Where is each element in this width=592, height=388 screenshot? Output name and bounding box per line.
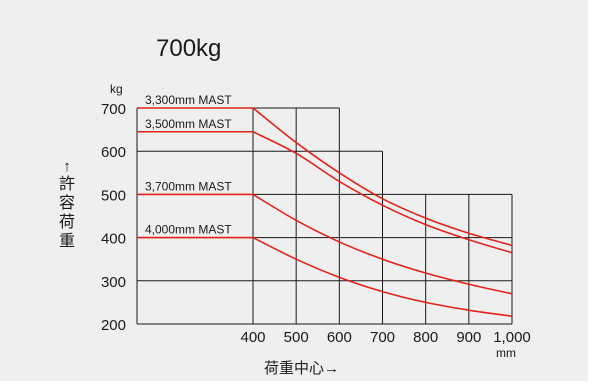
x-tick-label-800: 800 <box>413 329 438 346</box>
y-axis-label-char-2: 容 <box>59 194 75 212</box>
y-tick-label-600: 600 <box>101 144 126 161</box>
series-label-3-700mm-mast: 3,700mm MAST <box>145 179 232 193</box>
series-line-3-500mm-mast <box>137 130 513 254</box>
y-tick-label-300: 300 <box>101 274 126 291</box>
series-label-3-300mm-mast: 3,300mm MAST <box>145 93 232 107</box>
series-lines <box>137 107 513 318</box>
x-axis-label: 荷重中心→ <box>264 360 339 377</box>
y-tick-label-200: 200 <box>101 317 126 334</box>
y-axis-label-char-1: 許 <box>59 175 75 193</box>
x-unit-label: mm <box>496 346 516 360</box>
series-label-4-000mm-mast: 4,000mm MAST <box>145 223 232 237</box>
x-tick-label-900: 900 <box>456 329 481 346</box>
series-line-4-000mm-mast <box>137 236 513 318</box>
chart-panel: 700kg kg mm 荷重中心→ ↑ 許容荷重 200 300 400 500 600… <box>0 0 588 381</box>
series-label-3-500mm-mast: 3,500mm MAST <box>145 117 232 131</box>
x-tick-label-1000: 1,000 <box>493 329 531 346</box>
series-line-3-700mm-mast <box>137 193 513 295</box>
x-tick-label-700: 700 <box>370 329 395 346</box>
grid <box>136 107 513 325</box>
chart-title: 700kg <box>156 35 221 62</box>
x-tick-label-600: 600 <box>327 329 352 346</box>
series-line-3-300mm-mast <box>137 107 513 247</box>
y-axis-label-char-3: 荷 <box>59 213 75 231</box>
x-tick-label-400: 400 <box>240 329 265 346</box>
y-axis-label-char-4: 重 <box>59 232 75 250</box>
y-tick-label-400: 400 <box>101 231 126 248</box>
y-unit-label: kg <box>110 82 123 96</box>
x-tick-label-500: 500 <box>284 329 309 346</box>
y-tick-label-700: 700 <box>101 101 126 118</box>
y-axis-arrow: ↑ <box>63 158 71 175</box>
y-tick-label-500: 500 <box>101 187 126 204</box>
